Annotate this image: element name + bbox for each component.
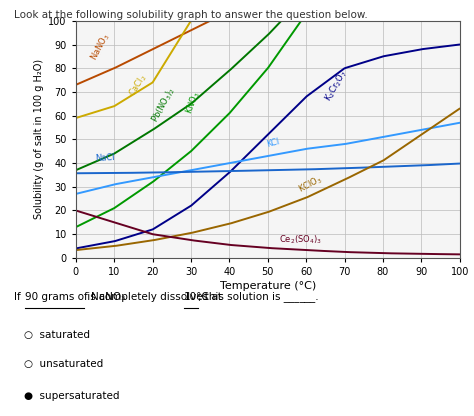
Text: is completely dissolves at: is completely dissolves at: [84, 292, 225, 302]
Text: , this solution is ______.: , this solution is ______.: [198, 292, 319, 302]
Y-axis label: Solubility (g of salt in 100 g H₂O): Solubility (g of salt in 100 g H₂O): [34, 59, 44, 219]
Text: Pb(NO$_3$)$_2$: Pb(NO$_3$)$_2$: [149, 85, 179, 125]
Text: 10°C: 10°C: [183, 292, 210, 302]
Text: ○  saturated: ○ saturated: [24, 330, 90, 340]
Text: ●  supersaturated: ● supersaturated: [24, 391, 119, 401]
Text: K$_2$Cr$_2$O$_7$: K$_2$Cr$_2$O$_7$: [322, 67, 350, 104]
Text: 90 grams of NaNO₃: 90 grams of NaNO₃: [25, 292, 125, 302]
Text: Look at the following solubility graph to answer the question below.: Look at the following solubility graph t…: [14, 10, 368, 20]
Text: ○  unsaturated: ○ unsaturated: [24, 359, 103, 369]
Text: NaNO$_3$: NaNO$_3$: [88, 32, 113, 64]
Text: KNO$_3$: KNO$_3$: [183, 89, 203, 116]
Text: KCl: KCl: [265, 137, 281, 149]
X-axis label: Temperature (°C): Temperature (°C): [219, 281, 316, 291]
Text: CaCl$_2$: CaCl$_2$: [127, 72, 150, 99]
Text: Ce$_2$(SO$_4$)$_3$: Ce$_2$(SO$_4$)$_3$: [279, 233, 322, 246]
Text: If: If: [14, 292, 24, 302]
Text: KClO$_3$: KClO$_3$: [297, 173, 325, 196]
Text: NaCl: NaCl: [95, 153, 115, 163]
